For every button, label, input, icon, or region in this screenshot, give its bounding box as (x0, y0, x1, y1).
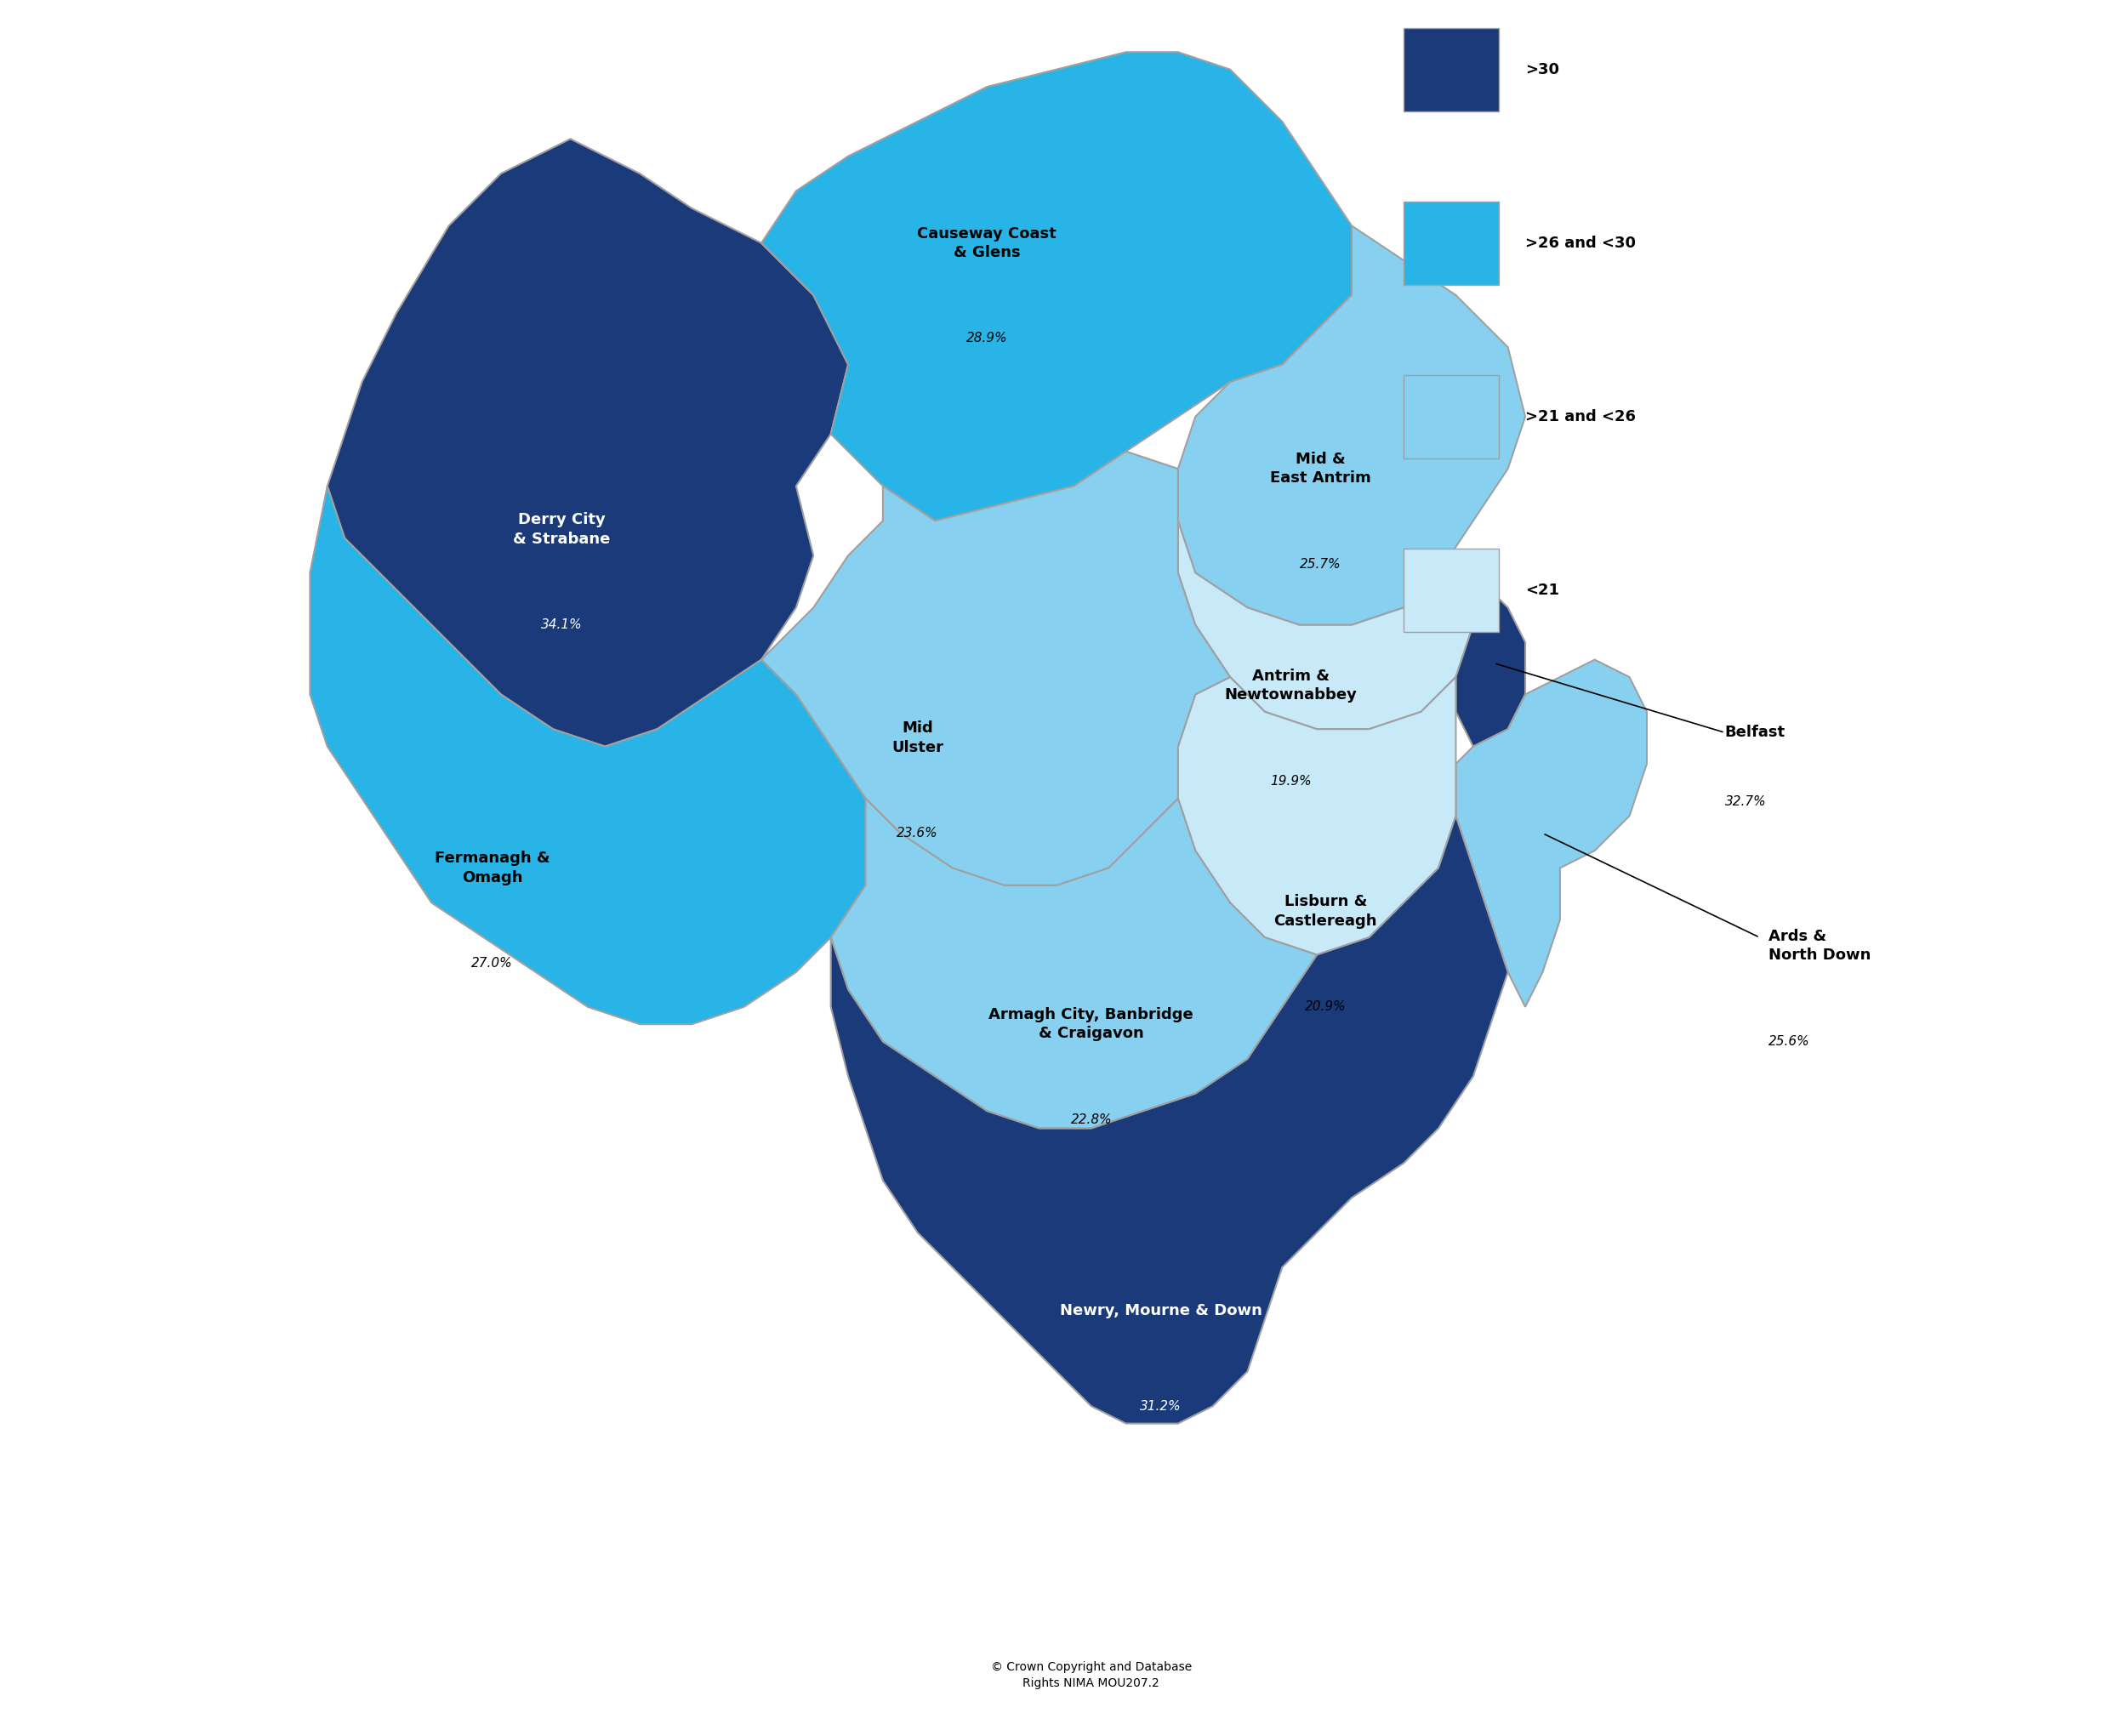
Text: Antrim &
Newtownabbey: Antrim & Newtownabbey (1226, 668, 1357, 703)
Polygon shape (830, 799, 1316, 1128)
Polygon shape (1456, 573, 1526, 746)
Polygon shape (311, 486, 900, 1024)
Text: Newry, Mourne & Down: Newry, Mourne & Down (1059, 1304, 1261, 1318)
Text: >30: >30 (1526, 62, 1559, 76)
Text: <21: <21 (1526, 583, 1559, 597)
Text: 31.2%: 31.2% (1141, 1399, 1181, 1413)
Text: Lisburn &
Castlereagh: Lisburn & Castlereagh (1274, 894, 1378, 929)
Text: 23.6%: 23.6% (896, 826, 938, 840)
Text: 25.7%: 25.7% (1299, 557, 1342, 571)
Text: Derry City
& Strabane: Derry City & Strabane (513, 512, 611, 547)
FancyBboxPatch shape (1403, 549, 1500, 632)
FancyBboxPatch shape (1403, 201, 1500, 285)
Polygon shape (1179, 677, 1456, 955)
Text: Fermanagh &
Omagh: Fermanagh & Omagh (435, 851, 549, 885)
Text: Causeway Coast
& Glens: Causeway Coast & Glens (917, 226, 1056, 260)
Text: >26 and <30: >26 and <30 (1526, 236, 1635, 250)
Text: 28.9%: 28.9% (966, 332, 1008, 345)
Text: 20.9%: 20.9% (1306, 1000, 1346, 1014)
Text: 34.1%: 34.1% (541, 618, 583, 632)
FancyBboxPatch shape (1403, 375, 1500, 458)
Text: Armagh City, Banbridge
& Craigavon: Armagh City, Banbridge & Craigavon (989, 1007, 1194, 1042)
Text: 22.8%: 22.8% (1071, 1113, 1111, 1127)
Text: 27.0%: 27.0% (471, 957, 513, 970)
Text: Mid &
East Antrim: Mid & East Antrim (1270, 451, 1371, 486)
Polygon shape (328, 139, 847, 746)
Polygon shape (1456, 660, 1646, 1007)
Text: Ards &
North Down: Ards & North Down (1769, 929, 1870, 963)
Text: Mid
Ulster: Mid Ulster (892, 720, 945, 755)
Polygon shape (761, 451, 1230, 885)
Text: Belfast: Belfast (1724, 726, 1785, 740)
Text: >21 and <26: >21 and <26 (1526, 410, 1635, 424)
Text: 25.6%: 25.6% (1769, 1035, 1809, 1049)
Polygon shape (761, 52, 1352, 521)
Polygon shape (1179, 521, 1473, 729)
FancyBboxPatch shape (1403, 28, 1500, 111)
Text: © Crown Copyright and Database
Rights NIMA MOU207.2: © Crown Copyright and Database Rights NI… (991, 1661, 1192, 1689)
Text: 19.9%: 19.9% (1270, 774, 1312, 788)
Polygon shape (1179, 226, 1526, 625)
Polygon shape (830, 816, 1509, 1424)
Text: 32.7%: 32.7% (1724, 795, 1766, 809)
